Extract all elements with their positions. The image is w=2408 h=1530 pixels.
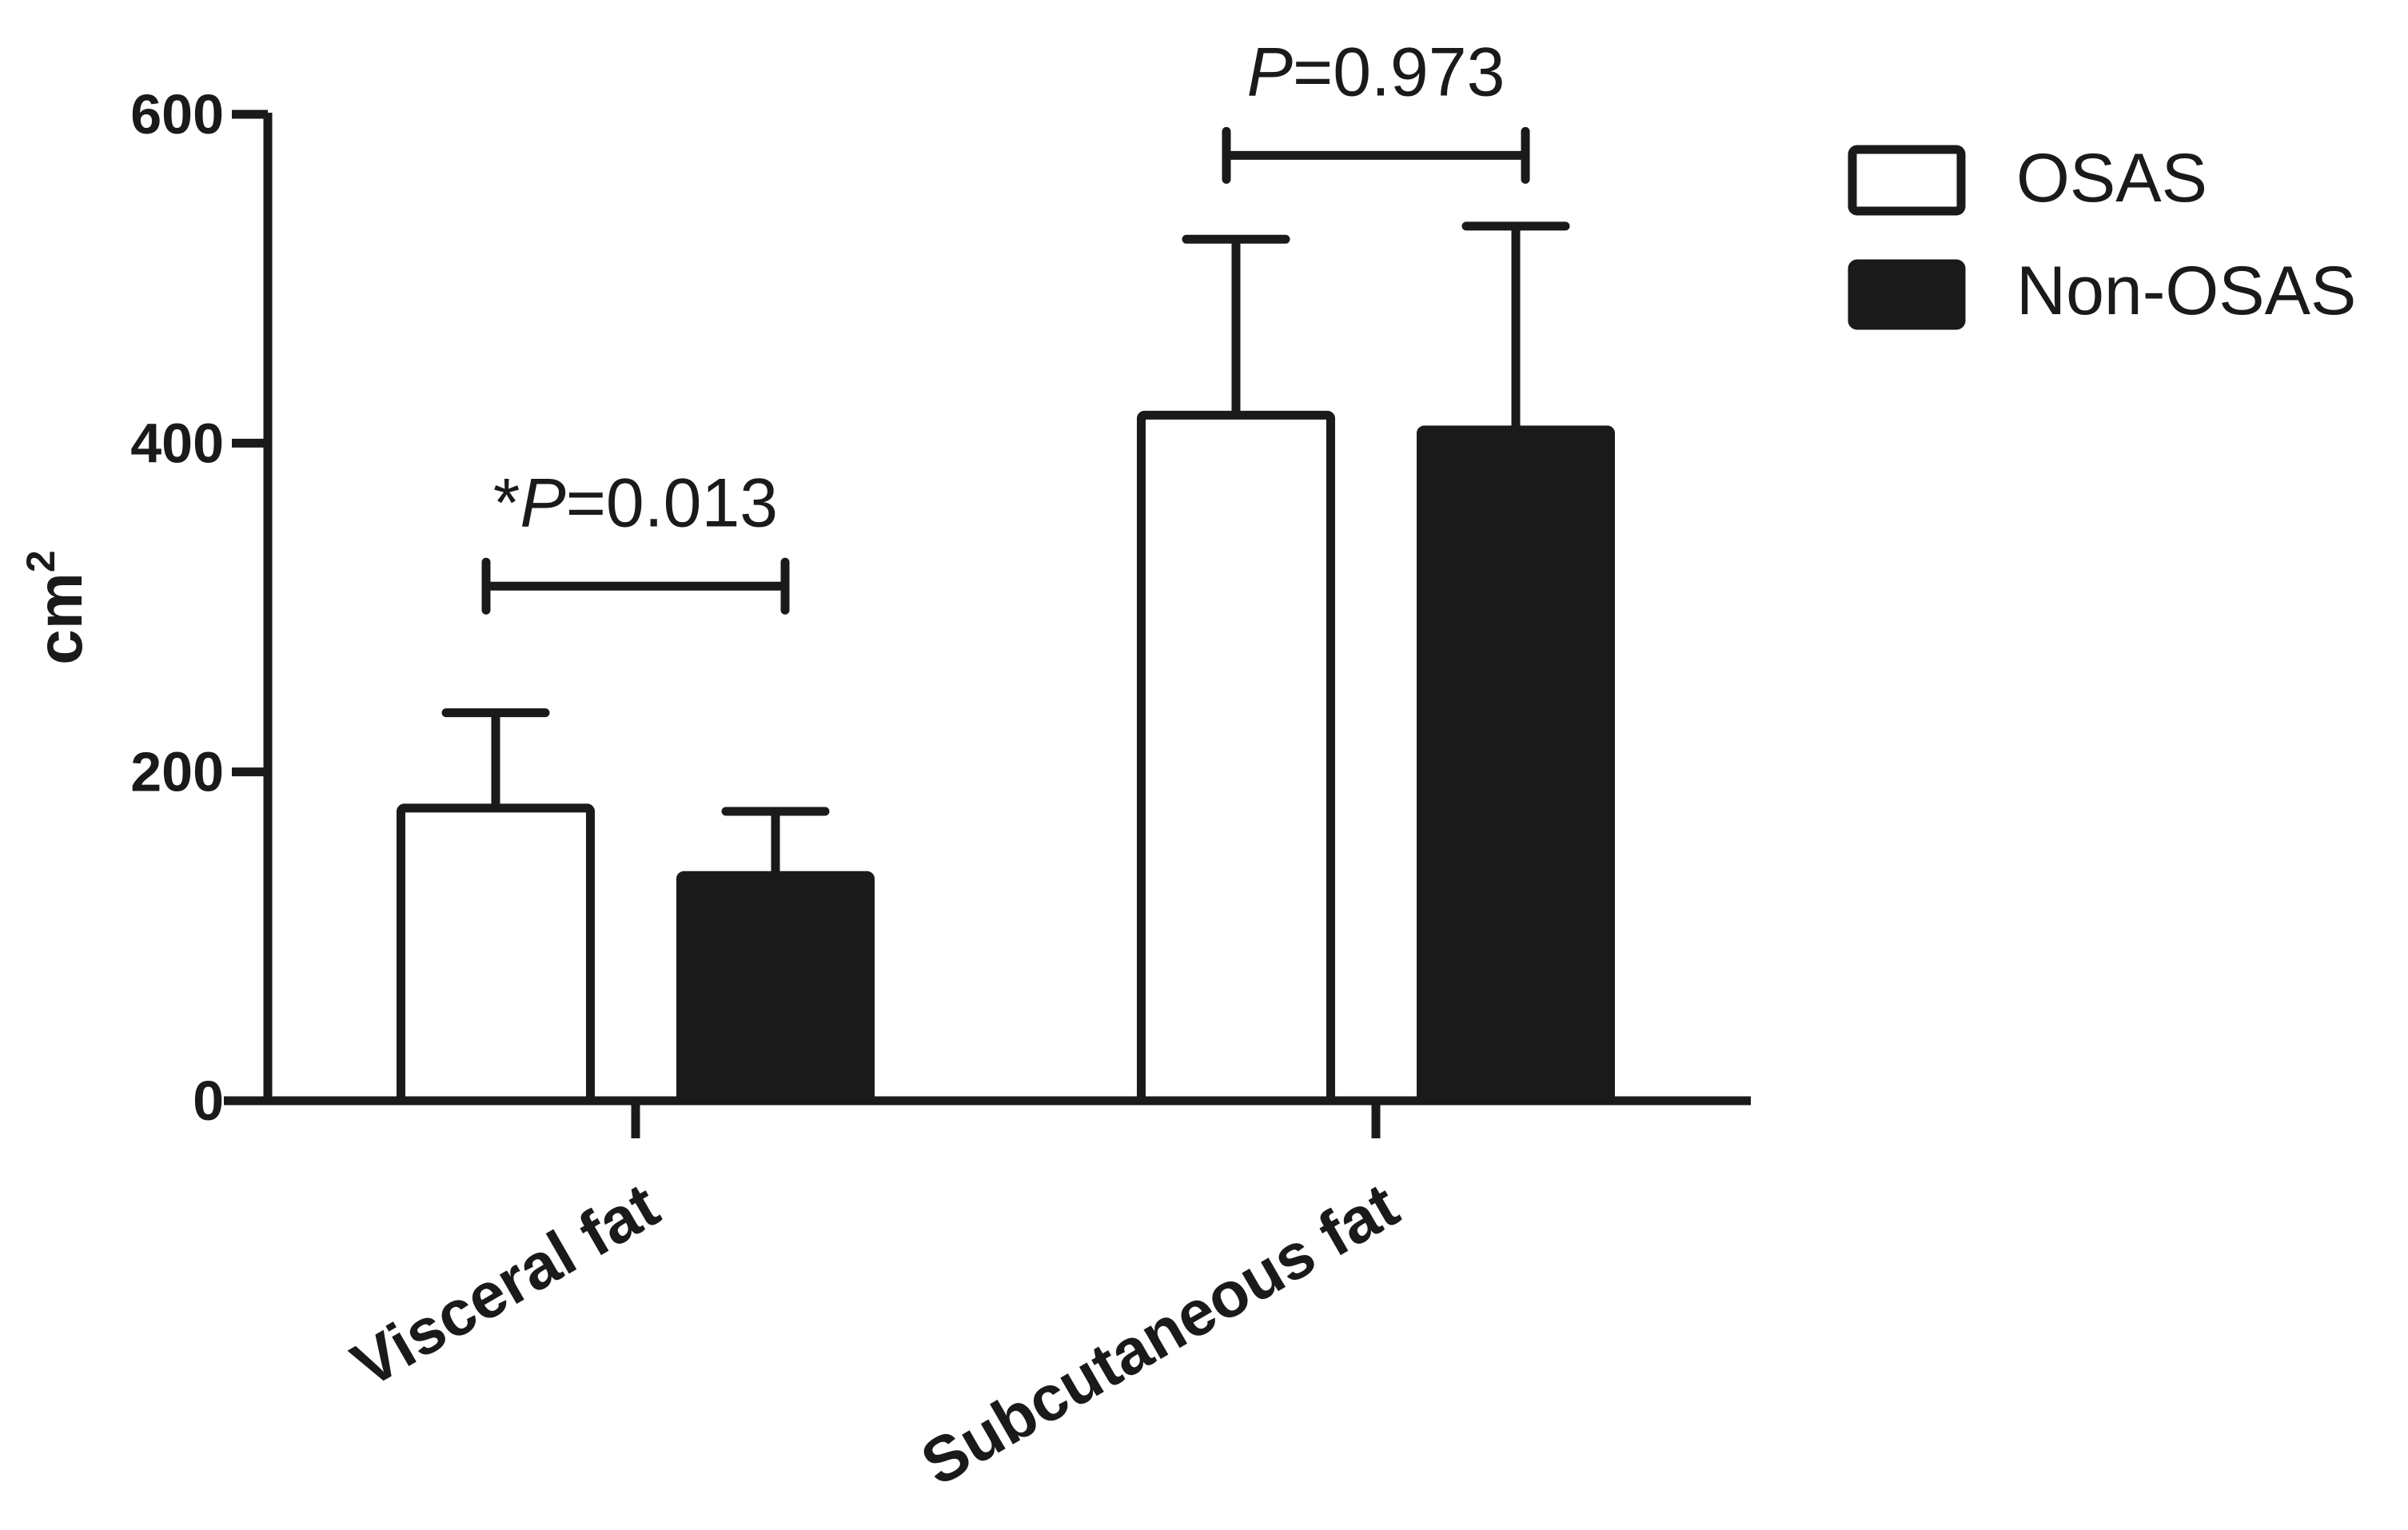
p-value-label-0: *P=0.013 (493, 464, 778, 541)
p-value-text-0: =0.013 (566, 464, 778, 541)
bar-1-1 (1417, 425, 1615, 1106)
x-tick-label-1: Subcutaneous fat (910, 1169, 1410, 1500)
legend-label-0: OSAS (2016, 140, 2207, 217)
legend: OSAS Non-OSAS (1848, 140, 2356, 330)
y-tick-label-0: 0 (193, 1070, 224, 1132)
y-axis-label: cm2 (18, 550, 95, 664)
bars (397, 221, 1615, 1106)
legend-swatch-1 (1848, 259, 1966, 330)
x-tick-label-0: Visceral fat (341, 1169, 671, 1401)
p-value-symbol-1: P (1247, 34, 1293, 110)
legend-label-1: Non-OSAS (2016, 253, 2356, 329)
y-tick-label-200: 200 (130, 741, 224, 803)
p-value-label-1: P=0.973 (1247, 34, 1505, 110)
p-value-symbol-0: P (520, 464, 565, 541)
bar-1-0 (676, 871, 875, 1106)
legend-swatch-0 (1848, 145, 1966, 216)
bar-0-0 (397, 803, 595, 1106)
y-tick-label-400: 400 (130, 412, 224, 474)
p-value-prefix-0: * (493, 464, 520, 541)
y-axis-label-superscript: 2 (18, 550, 63, 572)
y-axis-label-main: cm (24, 572, 95, 665)
y-tick-label-600: 600 (130, 83, 224, 145)
bar-0-1 (1137, 410, 1335, 1106)
p-value-text-1: =0.973 (1293, 34, 1505, 110)
